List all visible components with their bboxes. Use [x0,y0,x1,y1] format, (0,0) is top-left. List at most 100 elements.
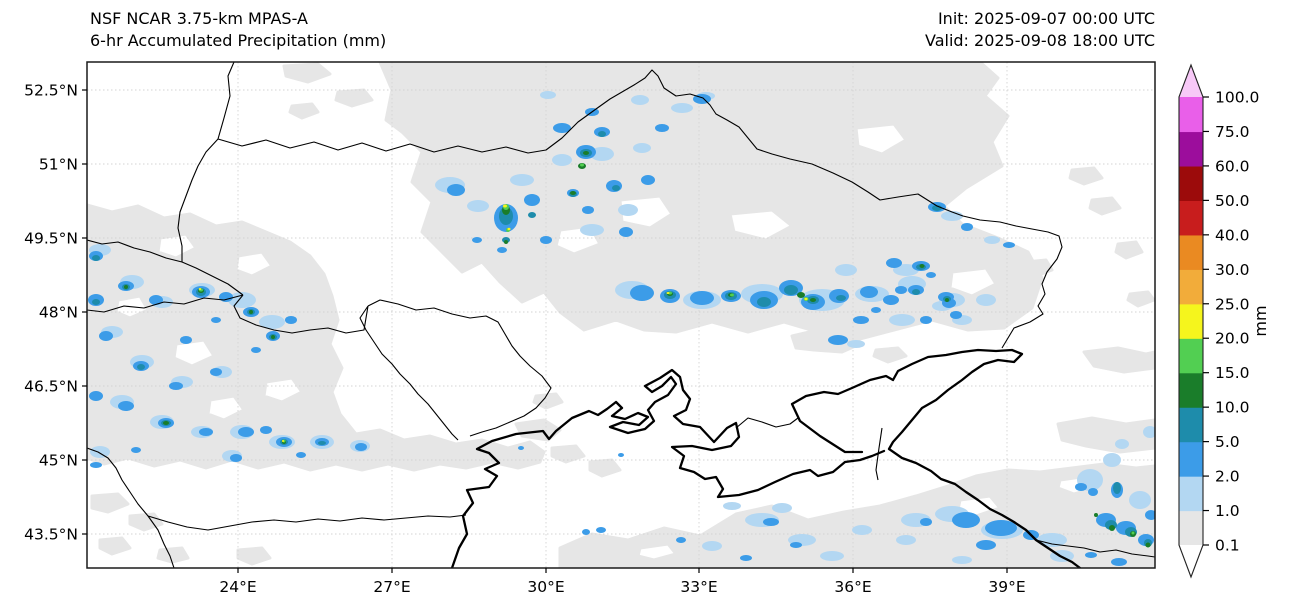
precip-blob [1131,531,1135,535]
precip-patch-gray [532,392,564,410]
precip-blob [285,316,297,324]
precip-blob [618,453,624,457]
precip-patch-gray [872,346,908,364]
precip-patch-gray [1082,346,1155,374]
y-tick-label: 48°N [39,304,78,322]
precip-blob [553,123,571,133]
precip-blob [259,315,285,329]
precip-patch-gray [98,536,132,556]
precip-blob [598,131,606,137]
precip-blob [1003,242,1015,248]
precip-blob [723,502,741,510]
border-line [217,69,1063,349]
colorbar-tick-label: 25.0 [1215,295,1250,313]
y-tick-label: 49.5°N [24,230,78,248]
precip-blob [952,512,980,528]
colorbar-unit-label: mm [1251,305,1270,336]
country-borders [87,62,1155,568]
precip-blob [730,293,734,297]
colorbar-tick-label: 0.1 [1215,537,1240,555]
colorbar-tick-label: 15.0 [1215,364,1250,382]
precip-blob [886,258,902,268]
precip-patch-gray [1022,258,1054,278]
precip-blob [1115,439,1129,449]
colorbar-segment [1179,303,1203,339]
precip-blob [260,426,272,434]
precip-blob [772,503,792,513]
precip-blob [619,227,633,237]
precip-blob [92,255,100,261]
precip-patch-gray [790,328,862,354]
precip-blob [540,236,552,244]
precip-blob [790,542,802,548]
precip-blob [552,154,572,166]
precip-blob [355,443,367,451]
precip-blob [853,316,869,324]
precip-blob [618,204,638,216]
border-line [359,305,459,441]
precip-blob [169,382,183,390]
precip-blob [124,285,128,289]
precip-blob [976,540,996,550]
precip-blob [945,298,949,302]
precip-blob [895,286,907,294]
precip-blob [199,428,213,436]
colorbar-segment [1179,165,1203,201]
precip-blob [1129,491,1151,509]
map-content [87,62,1155,568]
precip-patch-gray [1088,196,1122,216]
precip-blob [952,556,972,564]
precip-blob [1109,525,1115,531]
precip-blob [763,518,779,526]
precip-blob [757,297,771,307]
precip-blob [467,200,489,212]
precip-blob [797,292,805,298]
precip-blob [820,551,844,561]
precip-blob [524,194,540,206]
precip-blob [89,391,103,401]
precip-blob [90,462,102,468]
precip-patch-gray [156,546,190,564]
border-line [1035,539,1155,558]
precip-blob [810,298,816,302]
precip-blob [90,446,110,458]
precip-blob [99,331,113,341]
border-line [87,294,244,313]
precip-blob [149,295,163,305]
border-line [735,417,799,429]
precip-blob [163,421,169,425]
colorbar-tick-label: 50.0 [1215,192,1250,210]
precip-blob [871,307,881,313]
precip-blob [580,163,584,167]
precip-blob [666,292,670,294]
precip-blob [249,310,253,314]
colorbar-tick-label: 75.0 [1215,123,1250,141]
border-line [177,138,219,262]
precip-blob [671,103,693,113]
precip-blob [612,185,620,191]
precip-blob [984,236,1000,244]
precip-blob [251,347,261,353]
precip-patch-gray [87,203,546,472]
precip-blob [447,184,465,196]
precip-blob [583,151,589,155]
colorbar-segment [1179,269,1203,305]
precip-blob [271,335,275,339]
precip-blob [1085,552,1097,558]
colorbar-segment [1179,441,1203,477]
colorbar: 0.1 1.0 2.0 5.0 10.0 15.0 20.0 25.0 30.0 40.0 50.0… [1178,63,1270,579]
border-line [875,427,883,481]
precip-blob [836,295,846,301]
precip-blob [883,295,899,305]
light-precip-field [87,62,1155,568]
precip-patch-gray [236,546,272,566]
precip-blob [1143,426,1155,438]
precip-blob [296,452,306,458]
precip-blob [211,317,221,323]
colorbar-tick-label: 60.0 [1215,157,1250,175]
precip-blobs-medium [88,94,1155,566]
precip-blob [582,529,590,535]
precip-blobs-teal [92,131,1152,547]
